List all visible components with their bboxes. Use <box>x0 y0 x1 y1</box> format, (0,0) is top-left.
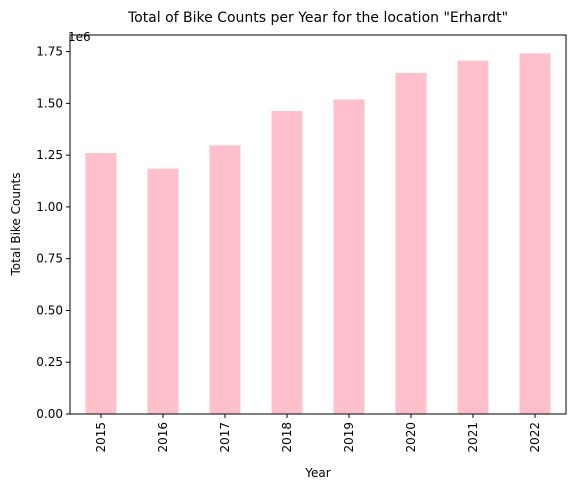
y-axis-label: Total Bike Counts <box>9 172 23 276</box>
bar-2021 <box>457 60 489 414</box>
x-tick-label: 2018 <box>280 422 294 453</box>
bar-2022 <box>519 53 551 414</box>
plot-frame <box>69 34 567 415</box>
y-axis: 0.00 0.25 0.50 0.75 1.00 1.25 1.50 1.75 <box>36 45 70 421</box>
bars <box>85 53 551 415</box>
bar-2017 <box>209 145 241 414</box>
y-tick-label: 1.00 <box>36 200 63 214</box>
x-tick-label: 2017 <box>218 422 232 453</box>
bar-2019 <box>333 99 365 414</box>
bar-2020 <box>395 72 427 415</box>
x-axis: 2015 2016 2017 2018 2019 2020 2021 2022 <box>94 414 542 453</box>
x-axis-label: Year <box>304 466 330 480</box>
x-tick-label: 2016 <box>156 422 170 453</box>
y-tick-label: 1.25 <box>36 148 63 162</box>
bar-2015 <box>85 153 117 414</box>
y-tick-label: 0.50 <box>36 303 63 317</box>
x-tick-label: 2021 <box>466 422 480 453</box>
x-tick-label: 2020 <box>404 422 418 453</box>
x-tick-label: 2015 <box>94 422 108 453</box>
y-tick-label: 1.75 <box>36 45 63 59</box>
y-tick-label: 0.25 <box>36 355 63 369</box>
bar-2016 <box>147 168 179 414</box>
y-offset-label: 1e6 <box>68 30 91 44</box>
chart-title: Total of Bike Counts per Year for the lo… <box>127 10 508 26</box>
bar-2018 <box>271 111 303 414</box>
y-tick-label: 1.50 <box>36 96 63 110</box>
y-tick-label: 0.75 <box>36 252 63 266</box>
x-tick-label: 2019 <box>342 422 356 453</box>
x-tick-label: 2022 <box>528 422 542 453</box>
y-tick-label: 0.00 <box>36 407 63 421</box>
